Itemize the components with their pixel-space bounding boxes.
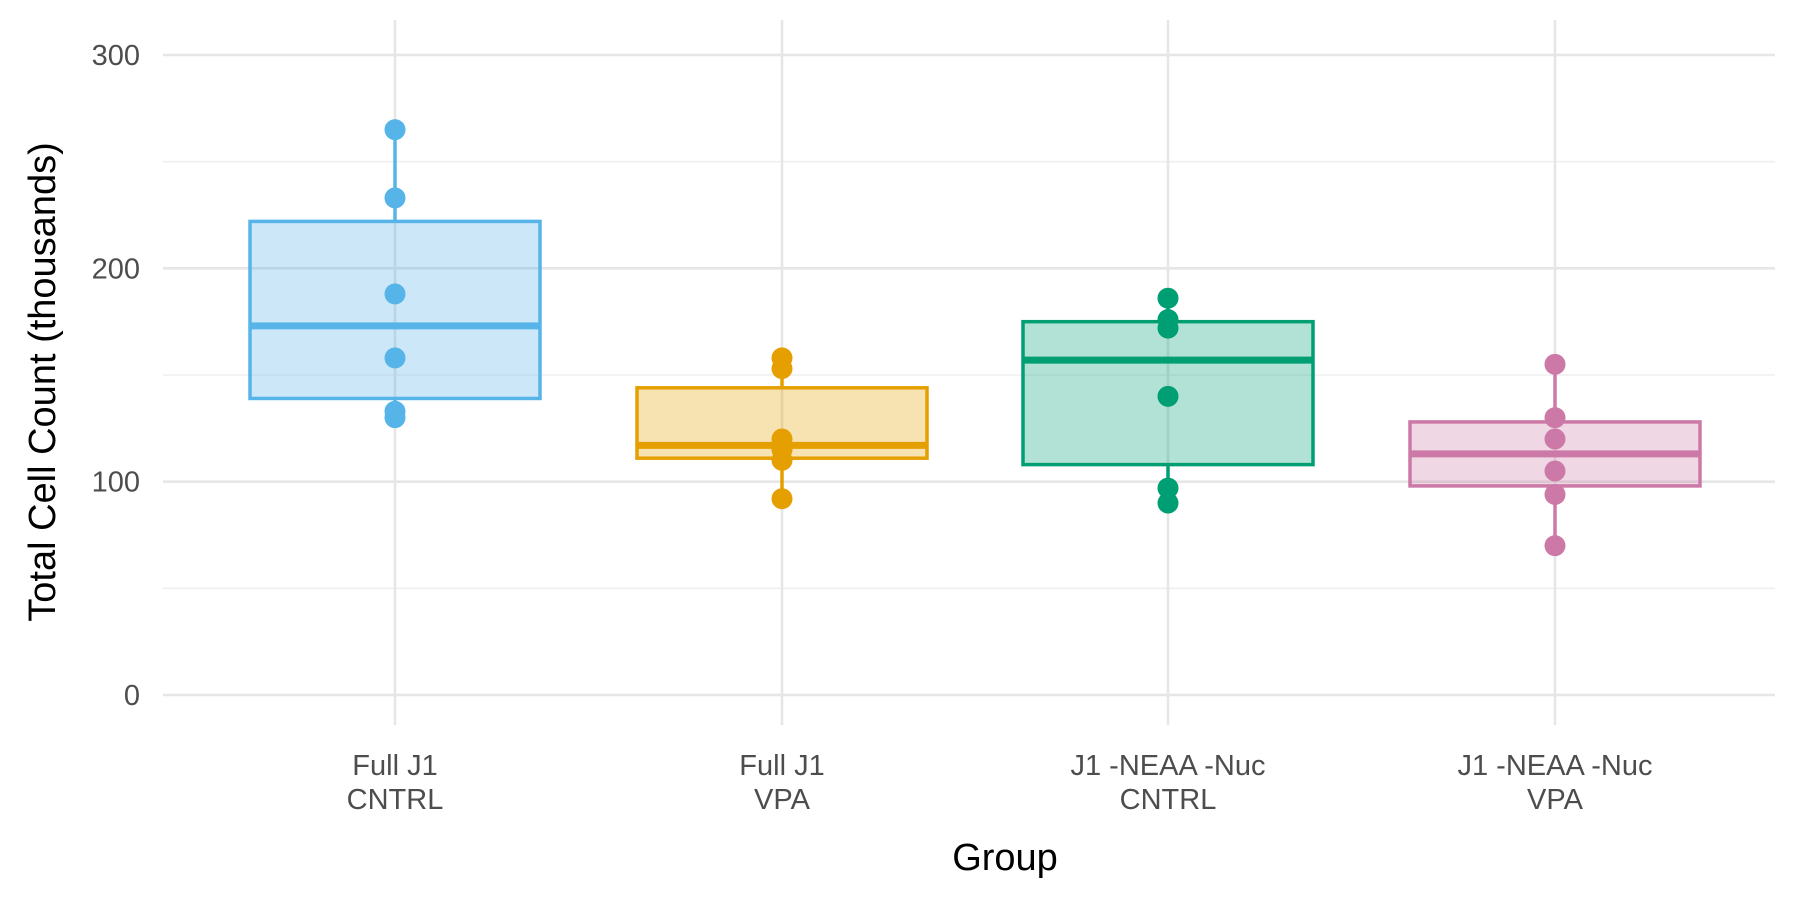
x-tick-label: J1 -NEAA -Nuc CNTRL xyxy=(1071,750,1266,816)
data-point xyxy=(384,407,406,429)
data-point xyxy=(1544,407,1566,429)
y-tick-label: 0 xyxy=(124,680,140,712)
data-point xyxy=(384,119,406,141)
data-point xyxy=(1544,483,1566,505)
data-point xyxy=(1544,353,1566,375)
data-point xyxy=(1157,287,1179,309)
data-point xyxy=(1544,428,1566,450)
data-point xyxy=(771,358,793,380)
x-tick-label: Full J1 VPA xyxy=(739,750,824,816)
data-point xyxy=(1544,535,1566,557)
y-tick-label: 100 xyxy=(92,467,140,499)
data-point xyxy=(1157,477,1179,499)
x-tick-label-line2: CNTRL xyxy=(1120,784,1217,816)
x-axis-title: Group xyxy=(952,837,1058,879)
data-point xyxy=(771,449,793,471)
data-point xyxy=(1157,492,1179,514)
x-tick-label-line1: Full J1 xyxy=(739,750,824,782)
x-tick-label-line1: Full J1 xyxy=(352,750,437,782)
y-axis-title: Total Cell Count (thousands) xyxy=(22,142,64,621)
x-tick-label-line1: J1 -NEAA -Nuc xyxy=(1071,750,1266,782)
data-point xyxy=(1544,460,1566,482)
grid-layer xyxy=(163,20,1775,725)
x-tick-label-line2: CNTRL xyxy=(347,784,444,816)
data-point xyxy=(384,283,406,305)
x-tick-label-line1: J1 -NEAA -Nuc xyxy=(1458,750,1653,782)
data-point xyxy=(1157,317,1179,339)
data-point xyxy=(1157,385,1179,407)
box-iqr xyxy=(248,219,542,401)
x-tick-label: J1 -NEAA -Nuc VPA xyxy=(1458,750,1653,816)
y-tick-label: 300 xyxy=(92,40,140,72)
data-point xyxy=(384,347,406,369)
x-tick-label: Full J1 CNTRL xyxy=(347,750,444,816)
point-layer xyxy=(384,119,1566,557)
y-tick-label: 200 xyxy=(92,253,140,285)
box-layer xyxy=(248,129,1702,546)
x-tick-label-line2: VPA xyxy=(1527,784,1584,816)
x-tick-label-line2: VPA xyxy=(754,784,811,816)
data-point xyxy=(384,187,406,209)
data-point xyxy=(771,488,793,510)
